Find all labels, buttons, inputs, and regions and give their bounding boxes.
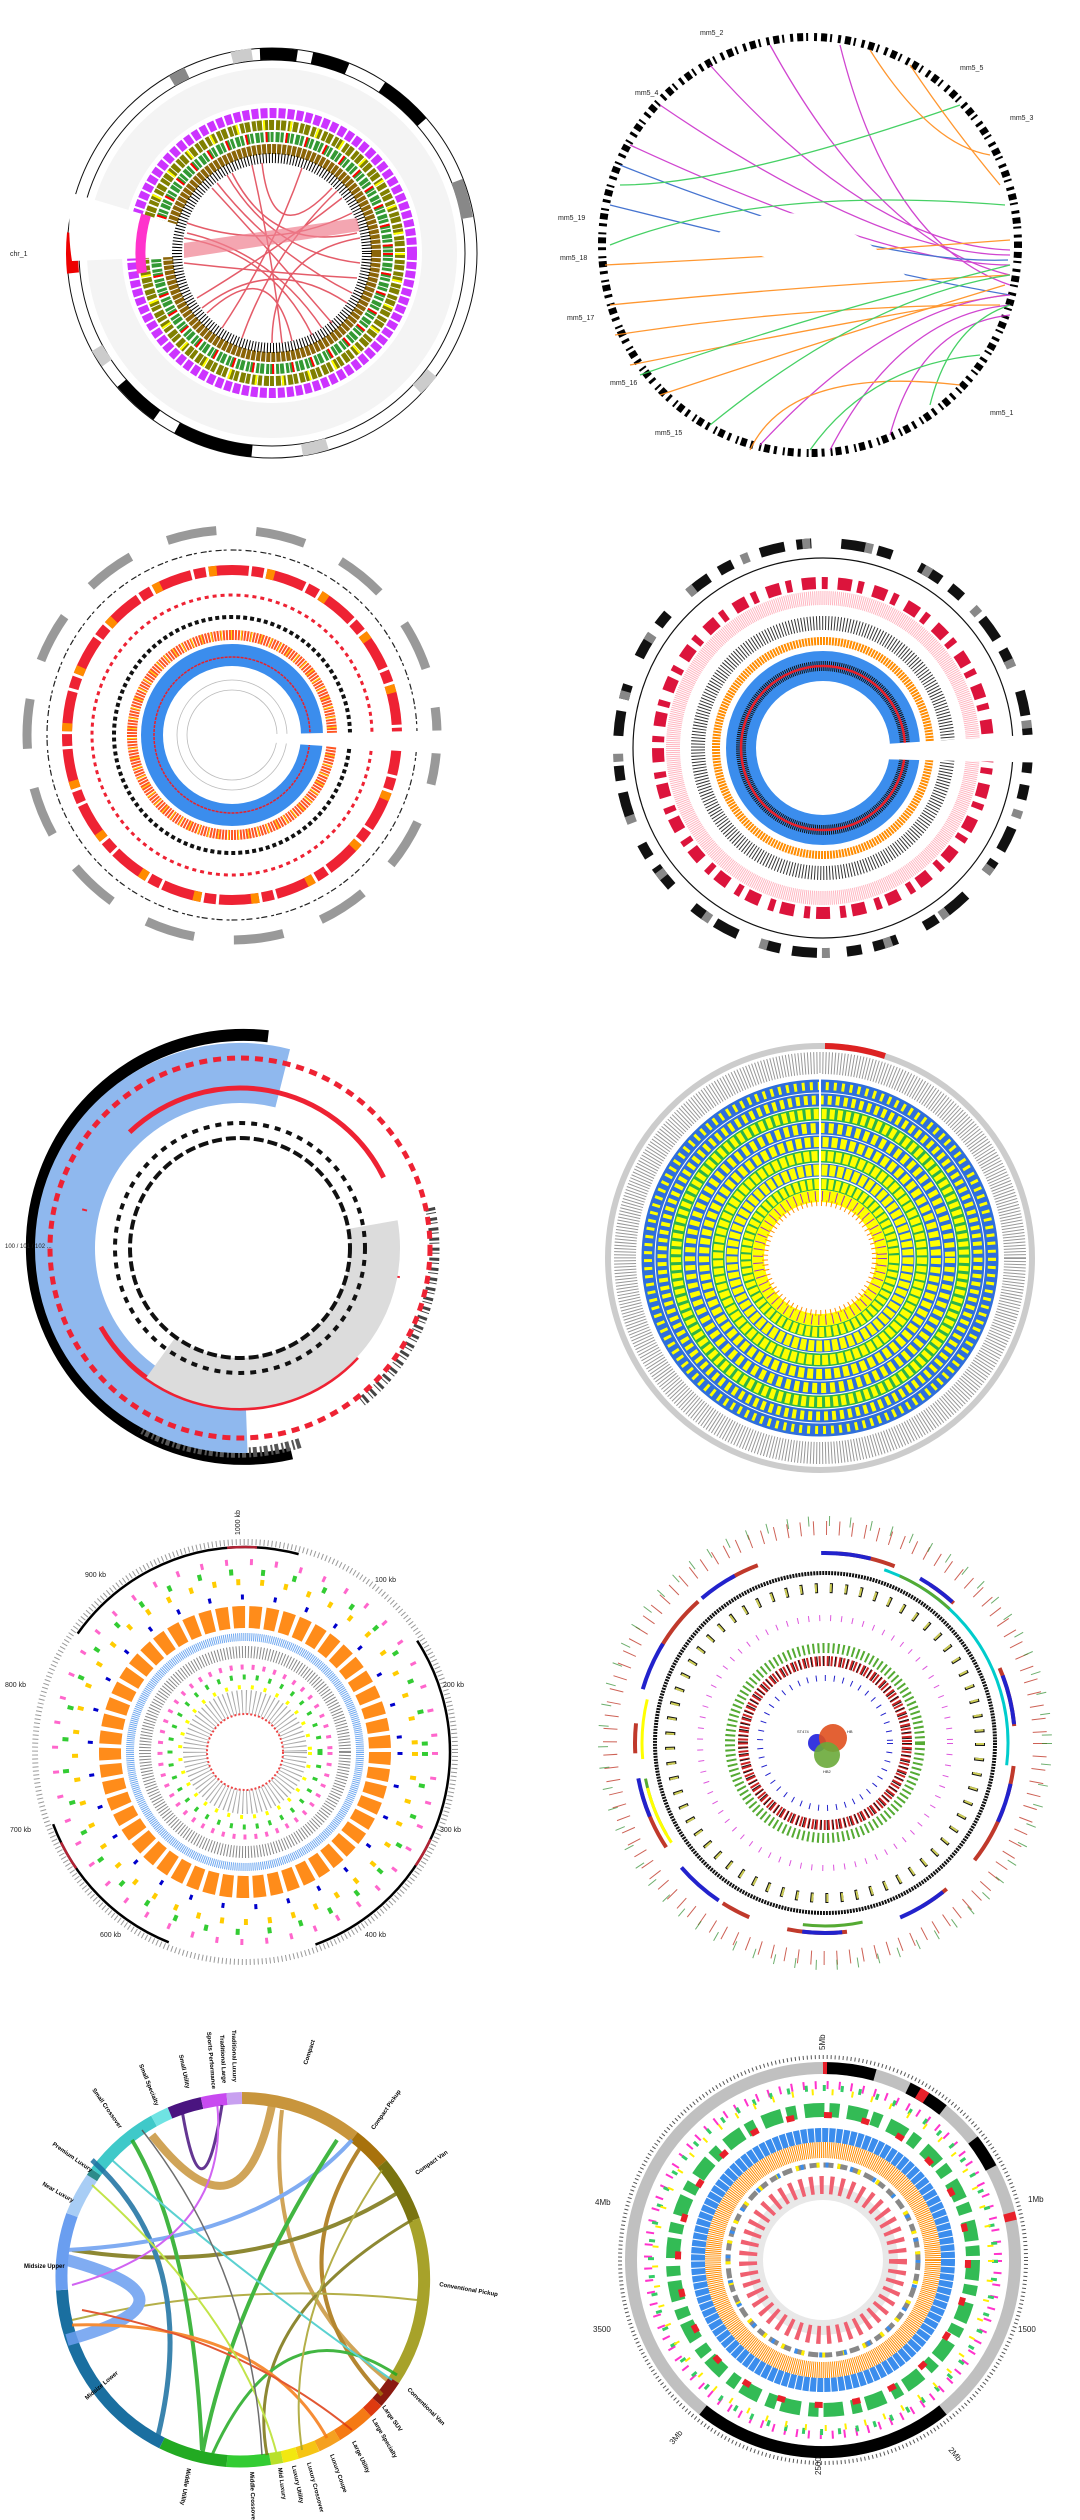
tick-label: 100 kb	[375, 1577, 396, 1584]
circos-plot-1: chr_1	[10, 47, 478, 459]
tick-label: 700 kb	[10, 1827, 31, 1834]
segment-label: mm5_5	[960, 65, 983, 72]
tick-label: 3500	[593, 2325, 611, 2334]
link-ribbons	[183, 162, 361, 344]
panel-6-circos-rings	[540, 990, 1080, 1490]
tick-label: 900 kb	[85, 1572, 106, 1579]
tick-label: 2500	[814, 2457, 823, 2475]
circos-plot-6	[605, 1043, 1035, 1473]
chord-ribbons	[65, 2101, 418, 2456]
venn-label: HB	[847, 1729, 853, 1734]
label-middle-utility: Middle Utility	[178, 2468, 191, 2506]
label-luxury-crossover: Luxury Crossover	[305, 2462, 324, 2514]
label-midsize-upper: Midsize Upper	[24, 2264, 65, 2270]
panel-4-circos-gap	[540, 490, 1080, 990]
segment-label: mm5_3	[1010, 115, 1033, 122]
label-conventional-pickup: Conventional Pickup	[439, 2282, 499, 2298]
circos-plot-8: ST474 HB HB2	[598, 1516, 1052, 1970]
label-large-utility: Large Utility	[350, 2440, 370, 2475]
label-sports-performance: Sports Performance	[205, 2032, 216, 2090]
tick-label: 800 kb	[5, 1682, 26, 1689]
panel-2-circos-links: mm5_19 mm5_18 mm5_17 mm5_16 mm5_15 mm5_4…	[540, 0, 1080, 480]
segment-label: mm5_19	[558, 215, 585, 222]
circos-plot-3	[22, 525, 462, 945]
label-mid-luxury: Mid Luxury	[276, 2467, 286, 2500]
label-near-luxury: Near Luxury	[41, 2182, 75, 2205]
circos-plot-7: 1000 kb 100 kb 200 kb 300 kb 400 kb 600 …	[5, 1510, 464, 1965]
tick-label: 3Mb	[668, 2428, 685, 2446]
venn-diagram: ST474 HB HB2	[797, 1724, 853, 1774]
segment-label: mm5_15	[655, 430, 682, 437]
venn-label: ST474	[797, 1729, 810, 1734]
segment-label: mm5_17	[567, 315, 594, 322]
label-luxury-utility: Luxury Utility	[290, 2465, 304, 2504]
chord-segments	[55, 2092, 431, 2468]
tick-label: 300 kb	[440, 1827, 461, 1834]
panel-10-genome-5mb: 5Mb 1Mb 2Mb 3Mb 4Mb 2500 1500 3500	[540, 1980, 1080, 2520]
svg-text:100 / 101 / 102 ...: 100 / 101 / 102 ...	[5, 1244, 52, 1250]
label-compact-van: Compact Van	[415, 2150, 450, 2177]
ideogram-bands	[65, 47, 473, 457]
label-large-suv: Large SUV	[380, 2405, 402, 2433]
tick-labels: 100 / 101 / 102 ...	[5, 1244, 52, 1250]
tick-label: 5Mb	[818, 2034, 827, 2050]
label-compact-pickup: Compact Pickup	[371, 2089, 403, 2131]
label-middle-crossover: Middle Crossover	[248, 2472, 256, 2520]
circos-plot-5: 100 / 101 / 102 ...	[5, 1028, 445, 1465]
circos-plot-4	[613, 538, 1058, 958]
panel-7-bacterial-genome: 1000 kb 100 kb 200 kb 300 kb 400 kb 600 …	[0, 1490, 540, 1980]
label-conventional-van: Conventional Van	[406, 2387, 446, 2427]
segment-label: mm5_2	[700, 30, 723, 37]
tick-label: 600 kb	[100, 1932, 121, 1939]
chr-label: chr_1	[10, 251, 28, 258]
label-compact: Compact	[303, 2039, 317, 2065]
label-luxury-coupe: Luxury Coupe	[328, 2454, 348, 2495]
segment-label: mm5_4	[635, 90, 658, 97]
chord-plot-9: Compact Compact Pickup Compact Van Conve…	[24, 2030, 499, 2520]
tick-label: 1000 kb	[235, 1510, 242, 1535]
circos-plot-10: 5Mb 1Mb 2Mb 3Mb 4Mb 2500 1500 3500	[593, 2034, 1044, 2475]
segment-label: mm5_18	[560, 255, 587, 262]
label-traditional-large: Traditional Large	[218, 2035, 227, 2084]
tick-label: 200 kb	[443, 1682, 464, 1689]
segment-label: mm5_1	[990, 410, 1013, 417]
segment-label: mm5_16	[610, 380, 637, 387]
tick-label: 1500	[1018, 2325, 1036, 2334]
circos-plot-2: mm5_19 mm5_18 mm5_17 mm5_16 mm5_15 mm5_4…	[558, 30, 1033, 457]
label-small-utility: Small Utility	[177, 2054, 190, 2089]
tick-label: 400 kb	[365, 1932, 386, 1939]
tick-label: 2Mb	[946, 2446, 963, 2464]
tick-label: 4Mb	[595, 2198, 611, 2207]
panel-9-chord-diagram: Compact Compact Pickup Compact Van Conve…	[0, 1980, 540, 2520]
tick-label: 1Mb	[1028, 2195, 1044, 2204]
venn-label: HB2	[823, 1769, 832, 1774]
label-small-crossover: Small Crossover	[90, 2088, 122, 2131]
label-small-specialty: Small Specialty	[137, 2064, 159, 2108]
panel-5-circos-zoom: 100 / 101 / 102 ...	[0, 990, 540, 1490]
label-premium-luxury: Premium Luxury	[51, 2142, 94, 2174]
panel-1-circos-red-links: chr_1	[0, 0, 540, 480]
panel-3-circos-gap	[0, 490, 540, 990]
label-traditional-luxury: Traditional Luxury	[230, 2030, 237, 2083]
panel-8-comparative-map: ST474 HB HB2	[540, 1490, 1080, 1980]
